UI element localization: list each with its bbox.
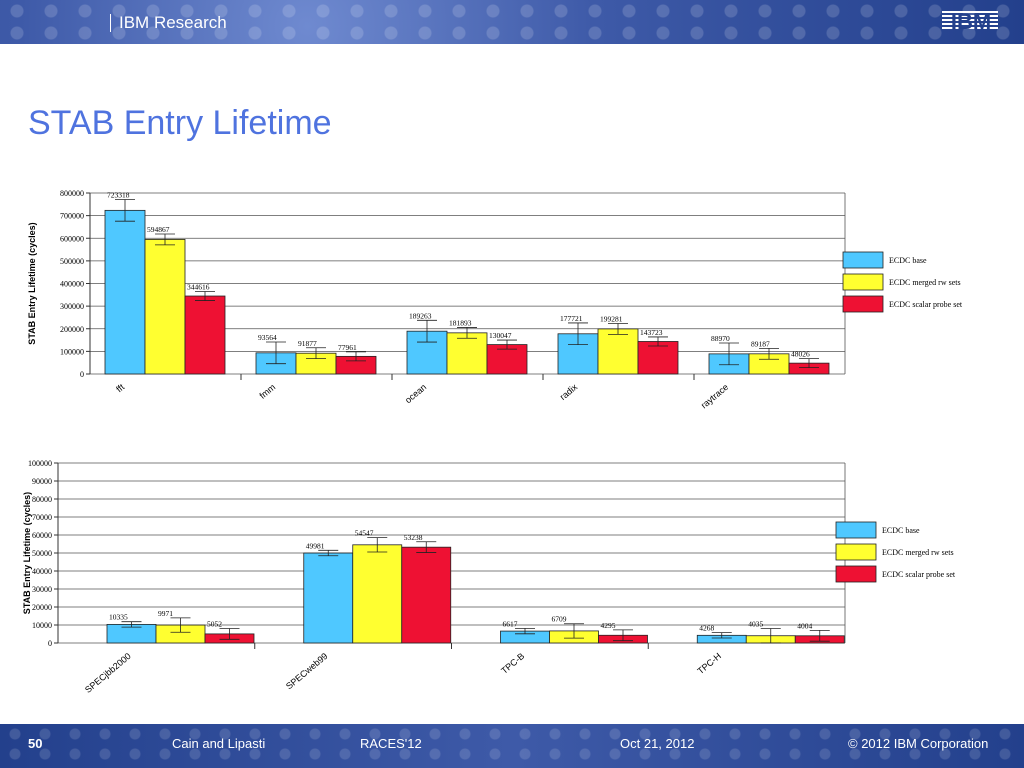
data-label: 54547 — [355, 529, 374, 538]
y-tick-label: 0 — [48, 639, 52, 648]
y-tick-label: 20000 — [32, 603, 52, 612]
data-label: 49981 — [306, 541, 325, 550]
legend-label: ECDC scalar probe set — [889, 300, 963, 309]
bar-fft-0 — [104, 209, 146, 375]
x-category-label: SPECjbb2000 — [83, 651, 133, 695]
y-tick-label: 40000 — [32, 567, 52, 576]
footer-date: Oct 21, 2012 — [620, 736, 695, 751]
data-label: 93564 — [258, 333, 277, 342]
y-axis-title: STAB Entry Lifetime (cycles) — [22, 492, 32, 614]
footer-pattern — [0, 724, 1024, 768]
slide-footer: 50 Cain and Lipasti RACES'12 Oct 21, 201… — [0, 724, 1024, 768]
header-pattern — [0, 0, 1024, 44]
ibm-logo-icon: IBM — [942, 9, 998, 34]
bar-ocean-1 — [446, 332, 488, 375]
x-category-label: SPECweb99 — [284, 651, 330, 691]
y-tick-label: 70000 — [32, 513, 52, 522]
brand-label: IBM Research — [110, 14, 227, 32]
x-category-label: raytrace — [699, 382, 730, 411]
legend-swatch — [842, 273, 884, 291]
y-tick-label: 800000 — [60, 189, 84, 198]
legend-swatch — [842, 251, 884, 269]
x-category-label: radix — [558, 382, 580, 403]
footer-copyright: © 2012 IBM Corporation — [848, 736, 989, 751]
data-label: 4295 — [601, 621, 616, 630]
data-label: 344616 — [187, 283, 210, 292]
bar-SPECweb99-0 — [303, 552, 354, 644]
x-category-label: TPC-B — [499, 651, 526, 676]
legend-swatch — [835, 565, 877, 583]
y-tick-label: 80000 — [32, 495, 52, 504]
x-category-label: fft — [114, 382, 126, 395]
data-label: 5052 — [207, 620, 222, 629]
y-tick-label: 400000 — [60, 280, 84, 289]
bar-SPECweb99-2 — [401, 546, 452, 644]
data-label: 53238 — [404, 533, 423, 542]
ibm-logo-text: IBM — [951, 9, 991, 34]
bar-radix-1 — [597, 328, 639, 375]
data-label: 181893 — [449, 318, 472, 327]
data-label: 48026 — [791, 350, 810, 359]
data-label: 6617 — [503, 619, 518, 628]
y-tick-label: 100000 — [60, 347, 84, 356]
y-tick-label: 90000 — [32, 477, 52, 486]
legend-label: ECDC base — [882, 526, 920, 535]
y-tick-label: 700000 — [60, 212, 84, 221]
data-label: 4268 — [699, 624, 714, 633]
x-category-label: TPC-H — [696, 651, 723, 676]
y-tick-label: 100000 — [28, 459, 52, 468]
data-label: 6709 — [552, 615, 567, 624]
data-label: 9971 — [158, 609, 173, 618]
y-tick-label: 500000 — [60, 257, 84, 266]
y-tick-label: 50000 — [32, 549, 52, 558]
footer-venue: RACES'12 — [360, 736, 422, 751]
data-label: 177721 — [560, 314, 583, 323]
data-label: 130047 — [489, 331, 512, 340]
data-label: 91877 — [298, 339, 317, 348]
y-tick-label: 600000 — [60, 234, 84, 243]
data-label: 88970 — [711, 334, 730, 343]
chart-commercial: STAB Entry Lifetime (cycles) 0 10000 20000 3… — [22, 459, 956, 695]
legend-swatch — [835, 543, 877, 561]
y-tick-label: 0 — [80, 370, 84, 379]
bar-fft-2 — [184, 295, 226, 375]
y-tick-label: 60000 — [32, 531, 52, 540]
data-label: 4035 — [748, 620, 763, 629]
y-tick-label: 200000 — [60, 325, 84, 334]
bar-fft-1 — [144, 239, 186, 375]
page-number: 50 — [28, 736, 43, 751]
data-label: 4004 — [797, 621, 812, 630]
slide-header: IBM Research IBM — [0, 0, 1024, 44]
legend-label: ECDC base — [889, 256, 927, 265]
y-tick-label: 300000 — [60, 302, 84, 311]
data-label: 10335 — [109, 613, 128, 622]
data-label: 89187 — [751, 339, 770, 348]
y-tick-label: 10000 — [32, 621, 52, 630]
x-category-label: ocean — [403, 382, 428, 405]
y-tick-label: 30000 — [32, 585, 52, 594]
page-title: STAB Entry Lifetime — [28, 104, 332, 142]
legend-swatch — [842, 295, 884, 313]
y-axis-title: STAB Entry Lifetime (cycles) — [27, 222, 37, 344]
legend-label: ECDC merged rw sets — [889, 278, 961, 287]
data-label: 189263 — [409, 311, 432, 320]
bar-SPECweb99-1 — [352, 544, 403, 644]
data-label: 199281 — [600, 314, 623, 323]
legend-swatch — [835, 521, 877, 539]
data-label: 77961 — [338, 343, 357, 352]
x-category-label: fmm — [257, 382, 277, 401]
data-label: 143723 — [640, 328, 663, 337]
data-label: 723318 — [107, 190, 130, 199]
legend-label: ECDC scalar probe set — [882, 570, 956, 579]
data-label: 594867 — [147, 225, 170, 234]
chart-splash2: STAB Entry Lifetime (cycles) 0 100000 20000… — [27, 189, 963, 411]
footer-authors: Cain and Lipasti — [172, 736, 266, 751]
legend-label: ECDC merged rw sets — [882, 548, 954, 557]
